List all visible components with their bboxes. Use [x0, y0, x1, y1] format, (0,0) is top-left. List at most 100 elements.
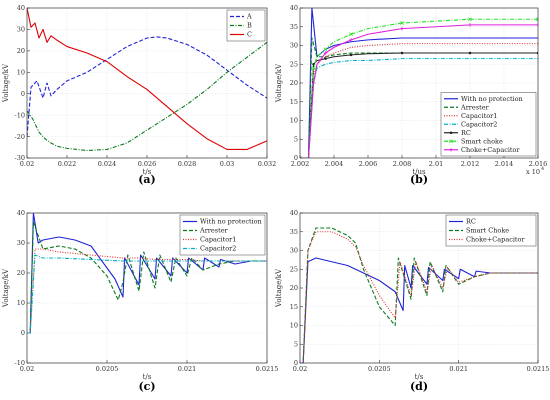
y-axis-label: Voltage/kV — [275, 268, 283, 308]
y-tick-label: 40 — [17, 4, 25, 12]
series-line-2 — [300, 231, 538, 363]
x-tick-label: 2.012 — [461, 160, 480, 168]
plot-frame — [299, 7, 539, 159]
legend-label: Capacitor2 — [200, 245, 236, 253]
series-line-0 — [300, 257, 538, 363]
x-tick-label: 2.014 — [495, 160, 514, 168]
y-tick-label: 40 — [290, 4, 298, 12]
y-tick-label: 20 — [17, 47, 25, 55]
legend-label: Choke+Capacitor — [466, 236, 525, 244]
x-tick-label: 2.008 — [393, 160, 412, 168]
y-tick-label: 40 — [17, 209, 25, 217]
panel-label: (a) — [138, 173, 156, 186]
series-line-2 — [300, 43, 538, 158]
legend: With no protectionArresterCapacitor1Capa… — [440, 92, 537, 157]
series-marker — [400, 51, 404, 55]
series-marker — [468, 51, 472, 55]
y-tick-label: 0 — [294, 359, 298, 367]
x-tick-label: 0.0215 — [527, 365, 550, 373]
series-marker — [311, 66, 316, 70]
legend-label: Arrester — [460, 103, 490, 111]
x-tick-label: 0.022 — [58, 160, 77, 168]
x-tick-label: 2.006 — [359, 160, 378, 168]
x-axis-label: t/s — [143, 373, 152, 381]
y-tick-label: 10 — [290, 322, 298, 330]
y-tick-label: 20 — [290, 79, 298, 87]
x-tick-label: 0.02 — [293, 365, 307, 373]
panel-label: (d) — [410, 380, 428, 393]
legend-label: B — [247, 22, 252, 30]
y-tick-label: 30 — [290, 42, 298, 50]
series-marker — [349, 38, 353, 42]
y-tick-label: 10 — [17, 68, 25, 76]
y-axis-label: Voltage/kV — [2, 63, 10, 103]
series-marker — [468, 23, 472, 27]
x-tick-label: 0.02 — [20, 160, 34, 168]
x-tick-label: 2.01 — [429, 160, 443, 168]
y-tick-label: 0 — [21, 329, 25, 337]
chart-panel-1: 0 5 10 15 20 25 30 35 40 2.002 2.004 2.006 2.008 2.01… — [275, 4, 547, 186]
y-tick-label: 35 — [290, 23, 298, 31]
x-axis-label: t/s — [143, 168, 152, 176]
legend-label: With no protection — [461, 95, 523, 103]
series-marker — [536, 17, 538, 22]
legend-label: A — [246, 13, 252, 21]
series-line-1 — [27, 41, 267, 152]
series-line-0 — [27, 36, 267, 137]
y-tick-label: 10 — [17, 299, 25, 307]
y-tick-label: 20 — [17, 269, 25, 277]
series-marker — [349, 32, 353, 37]
series-marker — [536, 23, 538, 27]
plot-frame — [299, 212, 539, 364]
x-tick-label: 0.03 — [220, 160, 234, 168]
y-tick-label: 25 — [290, 265, 298, 273]
series-marker — [311, 81, 316, 85]
y-tick-label: -10 — [15, 111, 25, 119]
y-tick-label: 5 — [294, 340, 298, 348]
x-tick-label: 0.021 — [178, 365, 197, 373]
legend-label: Arrester — [199, 227, 229, 235]
x-tick-label: 2.016 — [529, 160, 548, 168]
y-tick-label: 20 — [290, 284, 298, 292]
legend-label: Choke+Capacitor — [461, 146, 520, 154]
x-multiplier: x 10 — [526, 168, 540, 176]
x-tick-label: 0.024 — [98, 160, 117, 168]
series-marker — [400, 21, 404, 25]
y-tick-label: 30 — [17, 239, 25, 247]
x-tick-label: 2.004 — [325, 160, 344, 168]
legend-marker — [449, 139, 453, 144]
x-exponent: 4 — [541, 166, 544, 172]
y-tick-label: 40 — [290, 209, 298, 217]
y-tick-label: 35 — [290, 228, 298, 236]
x-tick-label: 0.026 — [138, 160, 157, 168]
series-line-2 — [27, 8, 267, 150]
legend-label: Smart choke — [461, 137, 503, 145]
y-tick-label: 10 — [290, 117, 298, 125]
y-axis-label: Voltage/kV — [2, 268, 10, 308]
series-group — [27, 8, 267, 152]
x-tick-label: 0.028 — [178, 160, 197, 168]
series-line-3 — [27, 254, 267, 334]
y-tick-label: 15 — [290, 303, 298, 311]
y-tick-label: -30 — [15, 154, 25, 162]
series-marker — [323, 47, 328, 52]
legend: With no protectionArresterCapacitor1Capa… — [179, 214, 266, 256]
series-marker — [323, 51, 328, 55]
legend-label: Capacitor1 — [461, 112, 497, 120]
series-line-1 — [27, 221, 267, 334]
legend-box — [440, 92, 537, 157]
x-tick-label: 0.0205 — [368, 365, 391, 373]
legend-label: C — [247, 31, 252, 39]
legend-label: RC — [461, 129, 471, 137]
series-group — [27, 213, 267, 334]
x-tick-label: 0.0215 — [256, 365, 279, 373]
x-tick-label: 0.021 — [449, 365, 468, 373]
series-line-0 — [300, 8, 538, 158]
series-marker — [468, 17, 472, 22]
y-tick-label: 5 — [294, 135, 298, 143]
x-tick-label: 0.032 — [258, 160, 277, 168]
plot-frame — [26, 7, 268, 159]
x-axis-label: t/s — [415, 373, 424, 381]
